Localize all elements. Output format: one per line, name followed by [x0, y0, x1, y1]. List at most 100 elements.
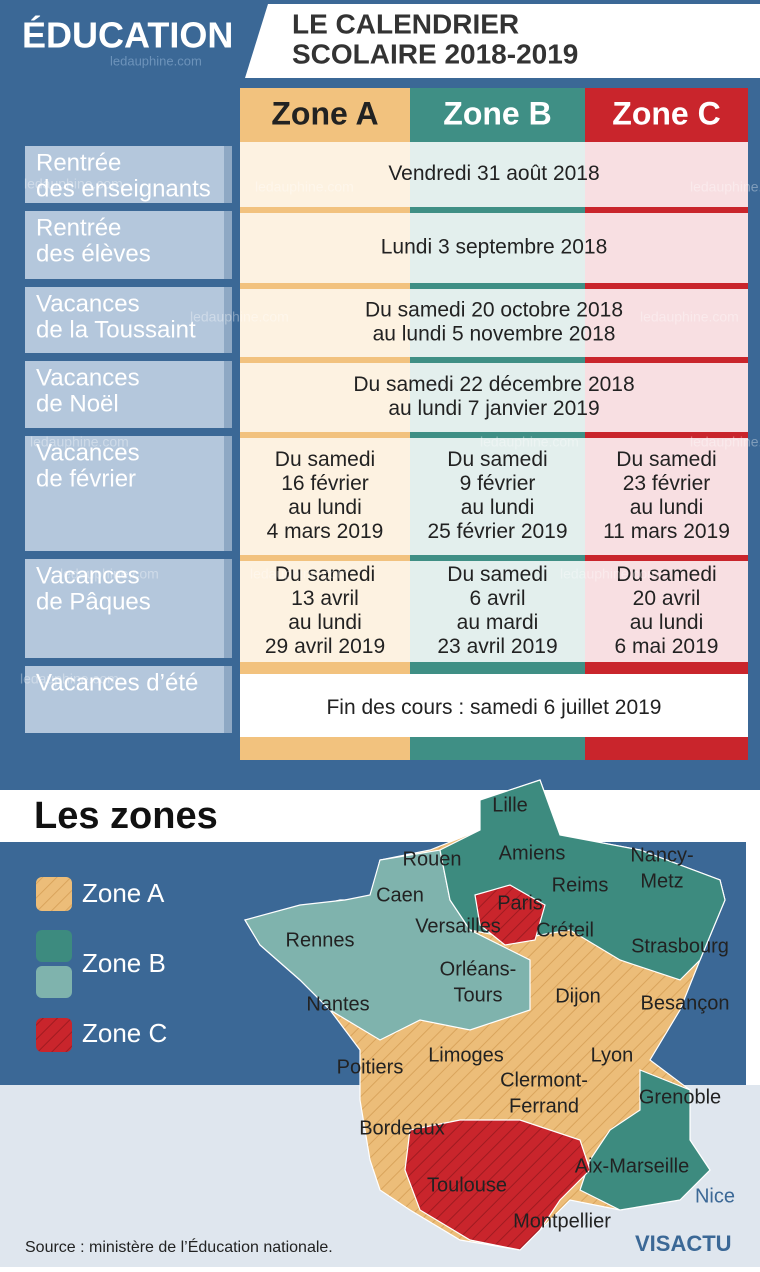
cell [585, 662, 748, 737]
cell-text: 29 avril 2019 [265, 635, 385, 658]
cell-text: Du samedi [616, 563, 716, 586]
watermark: ledauphine.com [190, 309, 289, 325]
row-label-box [25, 559, 232, 658]
watermark: ledauphine.com [255, 179, 354, 195]
city-label: Dijon [555, 985, 601, 1007]
row-label-edge [224, 559, 232, 658]
zone-b-area [579, 1069, 711, 1211]
cell [410, 555, 585, 662]
city-label: Poitiers [337, 1056, 404, 1078]
cell [410, 283, 585, 357]
city-label: Lyon [591, 1044, 634, 1066]
cell [585, 555, 748, 662]
row-label-box [25, 436, 232, 551]
cell [585, 432, 748, 555]
city-label: Nancy- [630, 844, 693, 866]
cell-text: 6 avril [469, 587, 525, 610]
watermark: ledauphine.com [20, 671, 119, 687]
row-strip [585, 207, 748, 213]
row-strip [240, 432, 410, 438]
row-label: Vacances d’été [36, 669, 198, 696]
cell [240, 283, 410, 357]
city-label: Toulouse [427, 1174, 507, 1196]
city-label: Nice [695, 1185, 735, 1207]
cell-text: 11 mars 2019 [603, 520, 730, 543]
legend-label: Zone C [82, 1018, 167, 1048]
cell-text: Du samedi [275, 448, 375, 471]
bottom-strip [410, 737, 585, 760]
city-label: Clermont- [500, 1069, 588, 1091]
cell-text: Du samedi [616, 448, 716, 471]
row-label: de février [36, 465, 136, 492]
column-header-label: Zone C [612, 95, 720, 131]
row-label-edge [224, 287, 232, 353]
legend-swatch [36, 966, 72, 998]
city-label: Rennes [286, 929, 355, 951]
cell [240, 207, 410, 283]
column-header [240, 88, 410, 142]
cell-text: 6 mai 2019 [615, 635, 719, 658]
row-strip [585, 432, 748, 438]
column-header [410, 88, 585, 142]
zone-c-area [404, 1119, 591, 1251]
row-strip [240, 207, 410, 213]
watermark: ledauphine.com [480, 434, 579, 450]
city-label: Metz [640, 870, 683, 892]
cell-text: 25 février 2019 [427, 520, 567, 543]
city-label: Besançon [641, 992, 730, 1014]
title: SCOLAIRE 2018-2019 [292, 38, 578, 69]
row-label-edge [224, 211, 232, 279]
cell [240, 555, 410, 662]
cell-text: au lundi [461, 496, 535, 519]
watermark: ledauphine.com [30, 434, 129, 450]
cell-text: 23 février [623, 472, 711, 495]
row-label: de Pâques [36, 588, 151, 615]
cell [585, 283, 748, 357]
cell [410, 357, 585, 432]
row-label-edge [224, 146, 232, 203]
cell-text: 23 avril 2019 [437, 635, 557, 658]
city-label: Tours [454, 984, 503, 1006]
map-title: Les zones [34, 795, 218, 837]
row-strip [585, 357, 748, 363]
cell [410, 207, 585, 283]
city-label: Orléans- [440, 958, 517, 980]
title-panel [245, 4, 760, 78]
legend-swatch [36, 1018, 72, 1052]
column-header-label: Zone A [271, 95, 378, 131]
watermark: ledauphine.com [560, 566, 659, 582]
cell-text: Du samedi [275, 563, 375, 586]
column-header [585, 88, 748, 142]
cell [585, 207, 748, 283]
watermark: ledauphine.com [690, 434, 760, 450]
cell-text: 20 avril [633, 587, 701, 610]
cell-text: Lundi 3 septembre 2018 [381, 236, 608, 259]
cell-text: au lundi 5 novembre 2018 [373, 323, 616, 346]
row-strip [410, 283, 585, 289]
row-label-box [25, 361, 232, 428]
zone-b-area [244, 849, 531, 1041]
watermark: ledauphine.com [24, 176, 123, 192]
watermark: ledauphine.com [250, 566, 349, 582]
cell-text: 16 février [281, 472, 369, 495]
row-label: Vacances [36, 290, 140, 317]
cell-text: 13 avril [291, 587, 359, 610]
row-label-box [25, 287, 232, 353]
france-map [244, 779, 726, 1251]
row-strip [585, 662, 748, 674]
cell-text: Du samedi [447, 448, 547, 471]
watermark: ledauphine.com [60, 566, 159, 582]
cell-text: au lundi [288, 496, 362, 519]
row-label-edge [224, 666, 232, 733]
cell-text: au lundi [630, 611, 704, 634]
cell-text: au mardi [457, 611, 539, 634]
map-title-band [0, 790, 760, 842]
legend-label: Zone A [82, 878, 165, 908]
city-label: Versailles [415, 915, 501, 937]
city-label: Strasbourg [631, 935, 729, 957]
legend-label: Zone B [82, 948, 166, 978]
cell-text: au lundi [288, 611, 362, 634]
legend-swatch [36, 877, 72, 911]
watermark: ledauphine.com [690, 179, 760, 195]
